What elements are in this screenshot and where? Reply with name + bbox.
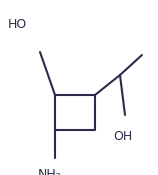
Text: OH: OH [113, 130, 132, 143]
Text: HO: HO [8, 18, 27, 31]
Text: NH₂: NH₂ [38, 168, 62, 175]
